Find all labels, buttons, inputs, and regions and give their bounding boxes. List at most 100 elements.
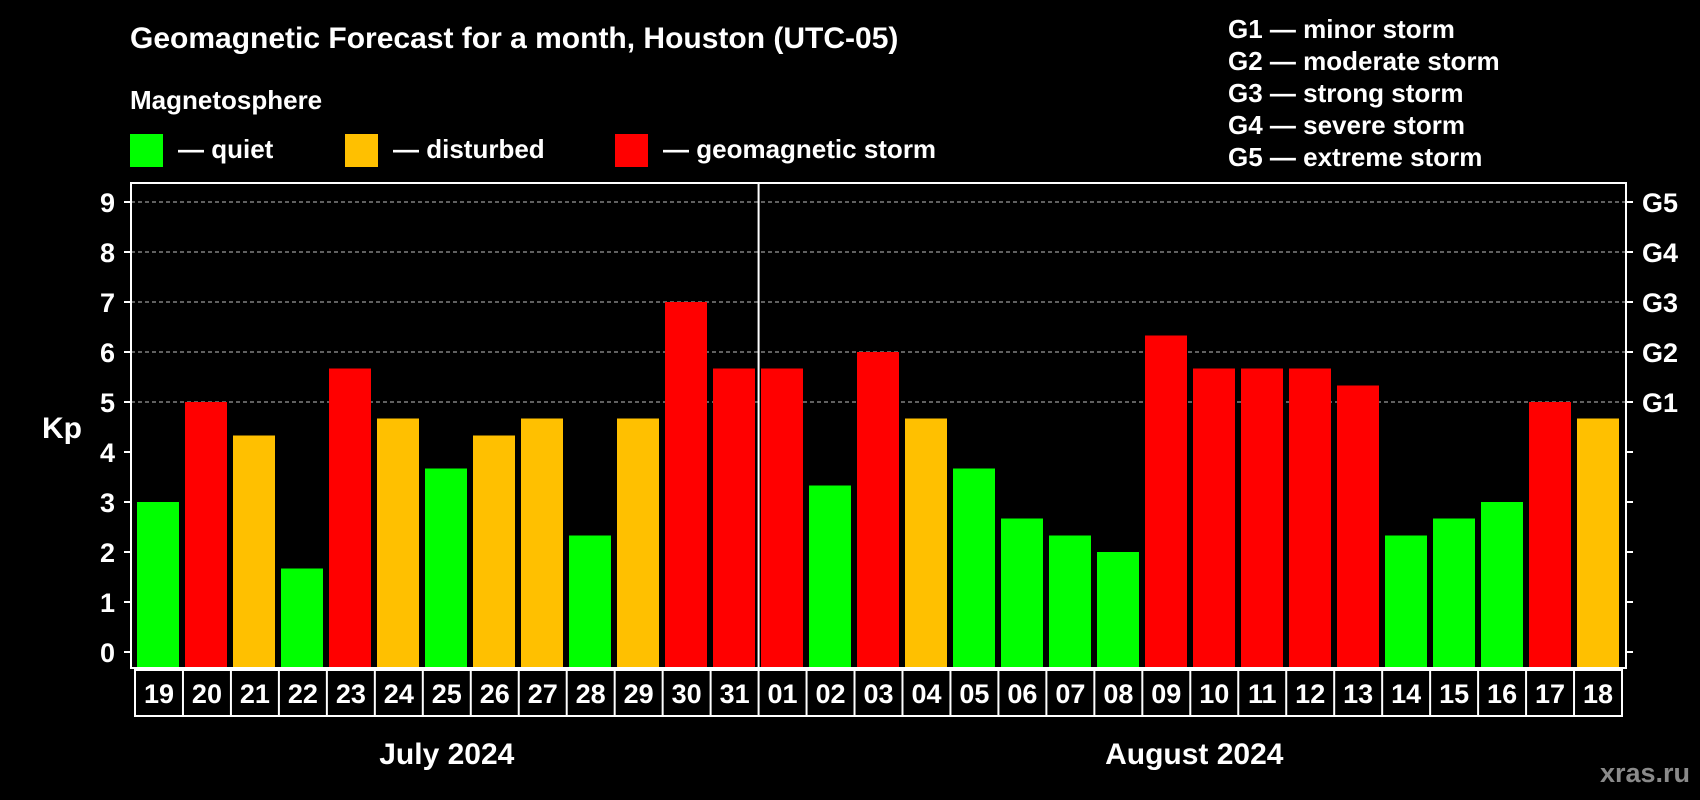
day-labels: 19 20 21 22 23 24 25 26 27 28 29 30 31 01 02 03 04 05 06 07…: [134, 669, 1623, 717]
day-label: 01: [768, 679, 798, 709]
bar-quiet: [137, 502, 179, 667]
day-label: 31: [720, 679, 750, 709]
storm-scale-g2: G2 — moderate storm: [1228, 46, 1500, 76]
axis-layer: 0 1 2 3 4 5 6 7 8 9 G1 G2 G3 G4 G5: [100, 188, 1678, 668]
day-label: 30: [672, 679, 702, 709]
day-label: 09: [1151, 679, 1181, 709]
day-label: 29: [624, 679, 654, 709]
bar-disturbed: [617, 418, 659, 667]
bar-disturbed: [233, 435, 275, 667]
day-label: 23: [336, 679, 366, 709]
day-label: 20: [192, 679, 222, 709]
day-label: 03: [863, 679, 893, 709]
bar-storm: [713, 368, 755, 667]
storm-level-label: G4: [1642, 238, 1678, 268]
day-label: 21: [240, 679, 270, 709]
y-tick-label: 5: [100, 388, 115, 418]
storm-scale-g3: G3 — strong storm: [1228, 78, 1463, 108]
bar-storm: [329, 368, 371, 667]
legend-swatch-quiet: [130, 134, 163, 167]
bar-disturbed: [1577, 418, 1619, 667]
bar-disturbed: [905, 418, 947, 667]
bar-quiet: [1433, 518, 1475, 667]
y-tick-label: 4: [100, 438, 115, 468]
storm-scale-g4: G4 — severe storm: [1228, 110, 1465, 140]
bar-quiet: [569, 535, 611, 667]
day-label: 06: [1007, 679, 1037, 709]
bar-storm: [185, 402, 227, 667]
y-tick-label: 6: [100, 338, 115, 368]
day-label: 11: [1248, 679, 1277, 709]
day-label: 14: [1391, 679, 1421, 709]
day-label: 25: [432, 679, 462, 709]
storm-scale-g1: G1 — minor storm: [1228, 14, 1455, 44]
day-label-strip: [134, 669, 1623, 717]
legend-label-disturbed: — disturbed: [393, 134, 545, 164]
bar-disturbed: [473, 435, 515, 667]
day-label: 10: [1199, 679, 1229, 709]
bar-quiet: [425, 468, 467, 667]
day-label: 02: [816, 679, 846, 709]
day-label: 26: [480, 679, 510, 709]
bar-quiet: [281, 568, 323, 667]
month-label-july: July 2024: [379, 738, 514, 771]
y-tick-label: 1: [100, 588, 115, 618]
y-tick-label: 7: [100, 288, 115, 318]
storm-level-label: G3: [1642, 288, 1678, 318]
bar-storm: [761, 368, 803, 667]
bar-quiet: [1481, 502, 1523, 667]
day-label: 17: [1535, 679, 1565, 709]
bar-quiet: [809, 485, 851, 667]
day-label: 24: [384, 679, 414, 709]
bar-storm: [1529, 402, 1571, 667]
day-label: 19: [144, 679, 174, 709]
day-label: 13: [1343, 679, 1373, 709]
y-tick-label: 9: [100, 188, 115, 218]
legend-label-quiet: — quiet: [178, 134, 274, 164]
day-label: 16: [1487, 679, 1517, 709]
bar-storm: [1193, 368, 1235, 667]
y-tick-label: 3: [100, 488, 115, 518]
legend-heading: Magnetosphere: [130, 85, 322, 115]
day-label: 27: [528, 679, 558, 709]
bar-quiet: [1001, 518, 1043, 667]
day-label: 22: [288, 679, 318, 709]
bar-storm: [1145, 335, 1187, 667]
day-label: 18: [1583, 679, 1613, 709]
day-label: 07: [1055, 679, 1085, 709]
y-tick-label: 2: [100, 538, 115, 568]
day-label: 15: [1439, 679, 1469, 709]
y-tick-label: 8: [100, 238, 115, 268]
y-tick-label: 0: [100, 638, 115, 668]
day-label: 12: [1295, 679, 1325, 709]
plot-frame: [130, 182, 1627, 669]
chart-title: Geomagnetic Forecast for a month, Housto…: [130, 22, 898, 55]
bar-storm: [1337, 385, 1379, 667]
storm-level-label: G2: [1642, 338, 1678, 368]
bar-quiet: [953, 468, 995, 667]
bar-storm: [1289, 368, 1331, 667]
legend-swatch-storm: [615, 134, 648, 167]
bar-disturbed: [377, 418, 419, 667]
bars-layer: [137, 302, 1619, 667]
day-label: 04: [911, 679, 941, 709]
legend-label-storm: — geomagnetic storm: [663, 134, 936, 164]
day-label: 05: [959, 679, 989, 709]
legend-swatch-disturbed: [345, 134, 378, 167]
storm-scale-g5: G5 — extreme storm: [1228, 142, 1482, 172]
bar-storm: [1241, 368, 1283, 667]
bar-storm: [857, 352, 899, 667]
y-axis-label: Kp: [42, 412, 82, 445]
storm-level-label: G1: [1642, 388, 1678, 418]
day-label: 28: [576, 679, 606, 709]
bar-quiet: [1097, 552, 1139, 667]
bar-quiet: [1385, 535, 1427, 667]
bar-quiet: [1049, 535, 1091, 667]
bar-disturbed: [521, 418, 563, 667]
storm-level-label: G5: [1642, 188, 1678, 218]
day-label: 08: [1103, 679, 1133, 709]
bar-storm: [665, 302, 707, 667]
watermark: xras.ru: [1600, 758, 1690, 788]
month-label-august: August 2024: [1105, 738, 1284, 771]
